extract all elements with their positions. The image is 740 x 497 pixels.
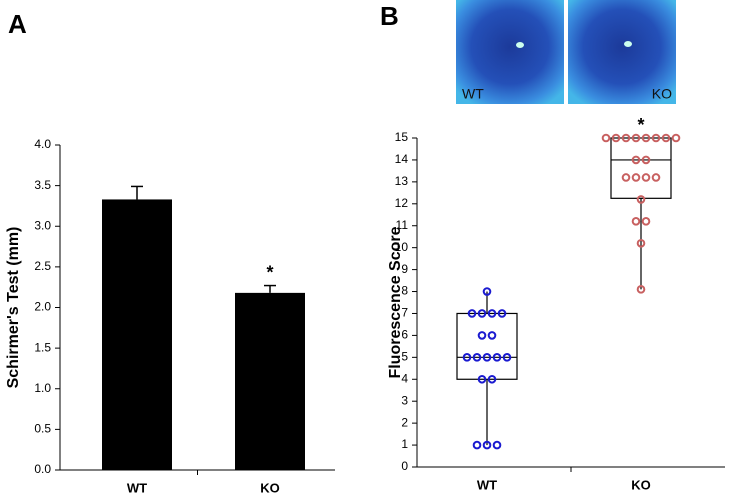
y-tick-label: 2.0	[34, 300, 51, 314]
data-point	[482, 353, 492, 362]
eye-highlight	[624, 41, 632, 47]
data-point	[651, 133, 661, 143]
y-tick-label: 3	[401, 393, 408, 407]
data-point	[482, 440, 492, 450]
eye-photo	[456, 0, 564, 104]
data-point	[601, 133, 611, 143]
y-tick-label: 4	[401, 371, 408, 385]
image-label: KO	[652, 86, 672, 102]
data-point	[467, 309, 477, 318]
data-point	[631, 217, 641, 226]
box	[610, 137, 672, 199]
data-point	[636, 285, 646, 294]
data-point	[631, 173, 641, 182]
y-tick-label: 12	[395, 196, 409, 210]
x-tick-label: WT	[477, 477, 497, 492]
y-tick-label: 13	[395, 174, 409, 188]
data-point	[636, 195, 646, 204]
y-tick-label: 11	[396, 218, 409, 232]
box	[456, 312, 518, 380]
data-point	[641, 217, 651, 226]
data-point	[621, 173, 631, 182]
data-point	[621, 133, 631, 143]
bar	[102, 199, 172, 470]
x-tick-label: KO	[631, 477, 651, 492]
data-point	[611, 133, 621, 143]
data-point	[671, 133, 681, 143]
data-point	[631, 155, 641, 165]
y-tick-label: 2	[401, 415, 408, 429]
data-point	[482, 287, 492, 296]
y-tick-label: 1.0	[34, 381, 51, 395]
y-tick-label: 0	[401, 459, 408, 473]
data-point	[477, 331, 487, 340]
data-point	[477, 309, 487, 318]
data-point	[472, 440, 482, 450]
eye-highlight	[516, 42, 524, 48]
y-tick-label: 6	[401, 328, 408, 342]
data-point	[492, 353, 502, 362]
data-point	[487, 331, 497, 340]
x-tick-label: KO	[260, 480, 280, 495]
y-tick-label: 2.5	[34, 259, 51, 273]
y-tick-label: 5	[401, 350, 408, 364]
y-tick-label: 1	[401, 437, 408, 451]
y-tick-label: 3.0	[34, 218, 51, 232]
y-tick-label: 15	[395, 130, 409, 144]
data-point	[641, 155, 651, 165]
data-point	[661, 133, 671, 143]
y-tick-label: 4.0	[34, 137, 51, 151]
data-point	[641, 173, 651, 182]
data-point	[502, 353, 512, 362]
y-tick-label: 0.0	[34, 462, 51, 476]
panel-label: A	[8, 9, 27, 39]
data-point	[472, 353, 482, 362]
eye-photo	[568, 0, 676, 104]
y-tick-label: 3.5	[34, 178, 51, 192]
data-point	[641, 133, 651, 143]
data-point	[497, 309, 507, 318]
y-tick-label: 1.5	[34, 340, 51, 354]
data-point	[631, 133, 641, 143]
image-label: WT	[462, 86, 484, 102]
x-tick-label: WT	[127, 480, 147, 495]
data-point	[477, 374, 487, 384]
y-tick-label: 7	[401, 306, 408, 320]
y-tick-label: 10	[395, 240, 409, 254]
data-point	[487, 309, 497, 318]
y-tick-label: 0.5	[34, 422, 51, 436]
y-axis-label: Fluorescence Score	[387, 226, 404, 378]
y-tick-label: 14	[395, 152, 409, 166]
data-point	[462, 353, 472, 362]
data-point	[651, 173, 661, 182]
data-point	[492, 440, 502, 450]
bar	[235, 292, 305, 470]
y-axis-label: Schirmer's Test (mm)	[5, 227, 22, 389]
panel-label: B	[380, 1, 399, 31]
y-tick-label: 9	[401, 262, 408, 276]
significance-marker: *	[637, 115, 644, 135]
data-point	[636, 238, 646, 248]
data-point	[487, 374, 497, 384]
y-tick-label: 8	[401, 284, 408, 298]
significance-marker: *	[266, 262, 273, 282]
